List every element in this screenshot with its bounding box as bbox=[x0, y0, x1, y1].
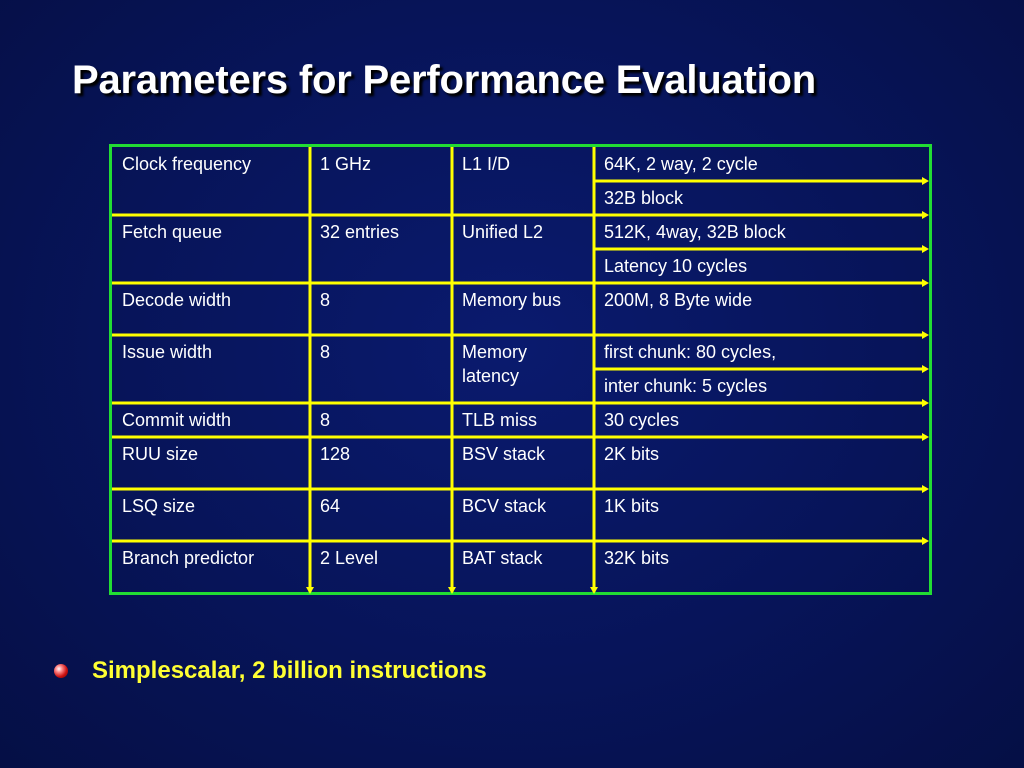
component-name-cell: BAT stack bbox=[462, 548, 543, 568]
subrow-arrow bbox=[922, 245, 929, 253]
component-value-cell: 32K bits bbox=[604, 548, 670, 568]
row-arrow bbox=[922, 537, 929, 545]
row-arrow bbox=[922, 399, 929, 407]
column-arrow bbox=[448, 587, 456, 594]
row-arrow bbox=[922, 433, 929, 441]
param-name-cell: Branch predictor bbox=[122, 548, 255, 568]
component-value-cell: 30 cycles bbox=[604, 410, 680, 430]
param-name-cell: LSQ size bbox=[122, 496, 196, 516]
param-value-cell: 2 Level bbox=[320, 548, 379, 568]
component-value-cell: 200M, 8 Byte wide bbox=[604, 290, 753, 310]
bullet-icon bbox=[54, 664, 68, 678]
param-value-cell: 8 bbox=[320, 290, 331, 310]
component-name-cell: TLB miss bbox=[462, 410, 538, 430]
param-value-cell: 32 entries bbox=[320, 222, 400, 242]
slide-title: Parameters for Performance Evaluation bbox=[72, 58, 817, 102]
component-name-cell: Unified L2 bbox=[462, 222, 544, 242]
row-arrow bbox=[922, 211, 929, 219]
component-name-cell: BCV stack bbox=[462, 496, 547, 516]
bullet-text: Simplescalar, 2 billion instructions bbox=[92, 657, 487, 684]
component-value-cell: inter chunk: 5 cycles bbox=[604, 376, 768, 396]
param-value-cell: 64 bbox=[320, 496, 341, 516]
component-name-cell: Memory latency bbox=[462, 342, 528, 386]
column-arrow bbox=[306, 587, 314, 594]
row-arrow bbox=[922, 485, 929, 493]
component-name-cell: Memory bus bbox=[462, 290, 562, 310]
row-arrow bbox=[922, 331, 929, 339]
subrow-arrow bbox=[922, 177, 929, 185]
component-value-cell: 64K, 2 way, 2 cycle bbox=[604, 154, 758, 174]
component-value-cell: 1K bits bbox=[604, 496, 660, 516]
param-name-cell: Clock frequency bbox=[122, 154, 252, 174]
param-value-cell: 8 bbox=[320, 410, 331, 430]
param-name-cell: Issue width bbox=[122, 342, 213, 362]
param-value-cell: 1 GHz bbox=[320, 154, 372, 174]
param-name-cell: Decode width bbox=[122, 290, 232, 310]
param-name-cell: Commit width bbox=[122, 410, 232, 430]
table-grid-lines bbox=[112, 147, 929, 594]
component-name-cell: BSV stack bbox=[462, 444, 546, 464]
row-arrow bbox=[922, 279, 929, 287]
component-value-cell: Latency 10 cycles bbox=[604, 256, 748, 276]
param-name-cell: RUU size bbox=[122, 444, 199, 464]
component-name-cell: L1 I/D bbox=[462, 154, 511, 174]
component-value-cell: first chunk: 80 cycles, bbox=[604, 342, 777, 362]
component-value-cell: 2K bits bbox=[604, 444, 660, 464]
param-value-cell: 8 bbox=[320, 342, 331, 362]
param-value-cell: 128 bbox=[320, 444, 351, 464]
column-arrow bbox=[590, 587, 598, 594]
component-value-cell: 512K, 4way, 32B block bbox=[604, 222, 786, 242]
parameters-table: Clock frequency 1 GHz L1 I/D 64K, 2 way, 2 … bbox=[109, 144, 932, 595]
component-value-cell: 32B block bbox=[604, 188, 684, 208]
subrow-arrow bbox=[922, 365, 929, 373]
param-name-cell: Fetch queue bbox=[122, 222, 223, 242]
